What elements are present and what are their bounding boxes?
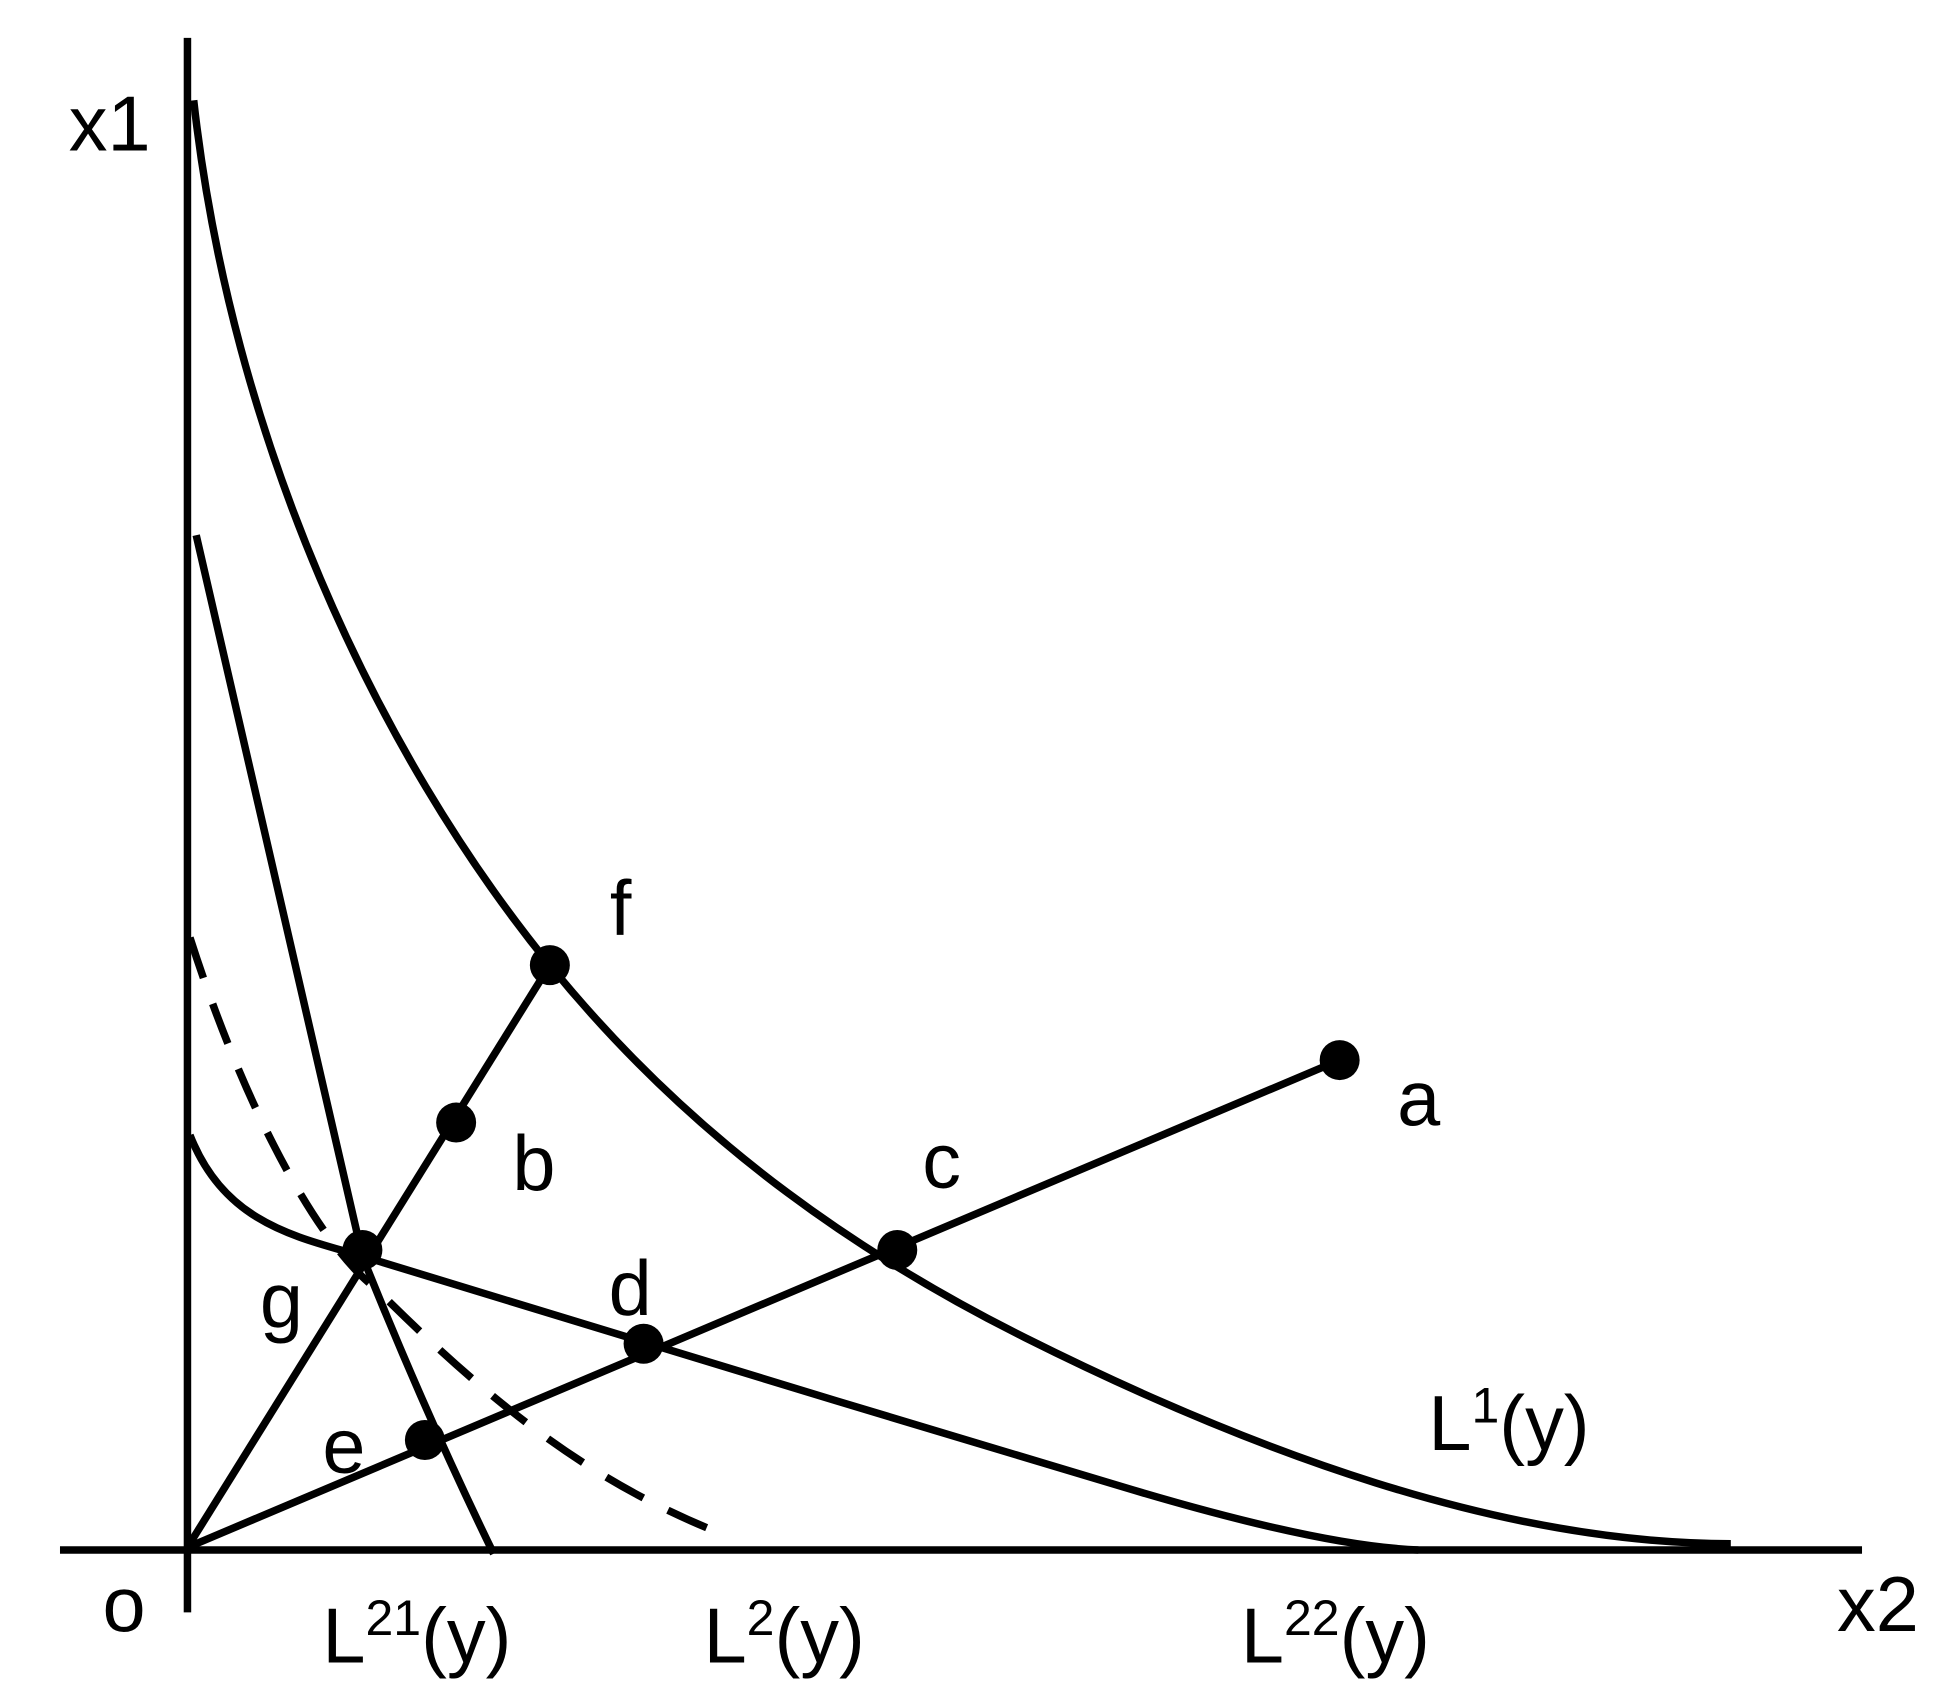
curve-label-base: L xyxy=(322,1593,365,1679)
curve-label-tail: (y) xyxy=(1340,1593,1430,1679)
point-label: a xyxy=(1397,1056,1441,1142)
curve-label-sup: 22 xyxy=(1284,1590,1340,1646)
x-axis-label: x2 xyxy=(1837,1562,1919,1648)
point-g xyxy=(342,1230,383,1271)
origin-label: o xyxy=(102,1562,145,1648)
curve-l21 xyxy=(192,534,497,1556)
point-label: f xyxy=(610,866,632,952)
curve-label-base: L xyxy=(1241,1593,1284,1679)
point-label: c xyxy=(922,1119,961,1205)
point-label: b xyxy=(512,1121,555,1207)
point-c xyxy=(877,1230,918,1271)
curve-label-tail: (y) xyxy=(421,1593,511,1679)
point-d xyxy=(623,1323,664,1364)
curve-l2 xyxy=(186,936,733,1541)
curve-label-sup: 2 xyxy=(747,1590,775,1646)
curve-label-base: L xyxy=(1428,1381,1471,1467)
ray-oa xyxy=(185,1056,1342,1551)
point-label: d xyxy=(609,1246,652,1332)
point-f xyxy=(529,945,570,986)
point-e xyxy=(404,1419,445,1460)
curve-label: L2(y) xyxy=(704,1590,865,1679)
curve-label-sup: 21 xyxy=(366,1590,422,1646)
curve-label-tail: (y) xyxy=(1499,1381,1589,1467)
curve-l22 xyxy=(186,1133,1419,1554)
points xyxy=(342,945,1360,1460)
point-a xyxy=(1319,1040,1360,1081)
curve-label: L1(y) xyxy=(1428,1377,1589,1466)
curve-label-tail: (y) xyxy=(774,1593,864,1679)
curve-label-base: L xyxy=(704,1593,747,1679)
curve-label: L21(y) xyxy=(322,1590,511,1679)
point-label: e xyxy=(322,1403,365,1489)
curve-label-sup: 1 xyxy=(1471,1377,1499,1433)
curve-label: L22(y) xyxy=(1241,1590,1430,1679)
point-b xyxy=(436,1102,477,1143)
point-label: g xyxy=(260,1259,303,1345)
curve-l1 xyxy=(189,99,1731,1548)
y-axis-label: x1 xyxy=(69,81,151,167)
